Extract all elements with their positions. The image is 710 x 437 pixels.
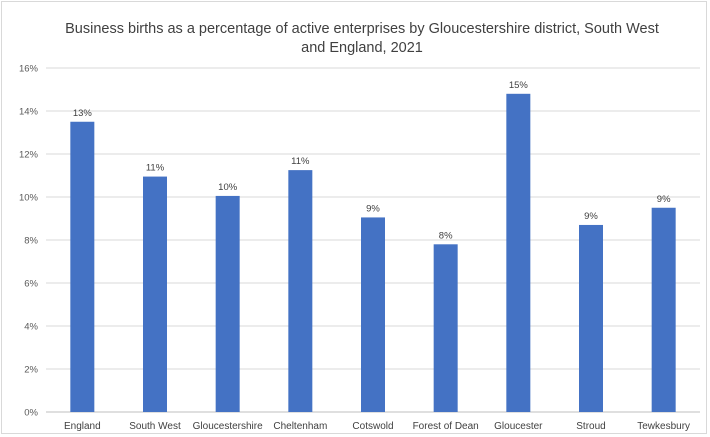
chart-title: Business births as a percentage of activ… — [65, 21, 659, 56]
x-tick-label: Stroud — [576, 421, 605, 432]
x-tick-label: Cheltenham — [273, 421, 327, 432]
x-tick-label: Forest of Dean — [413, 421, 479, 432]
bar — [579, 224, 603, 412]
data-label: 11% — [146, 163, 165, 174]
y-tick-label: 6% — [24, 279, 38, 290]
data-label: 8% — [439, 230, 453, 241]
x-tick-label: Gloucestershire — [193, 421, 263, 432]
x-tick-label: South West — [129, 421, 181, 432]
data-label: 13% — [73, 108, 93, 119]
bar — [215, 195, 240, 412]
y-tick-label: 14% — [19, 107, 39, 118]
x-tick-label: England — [64, 421, 101, 432]
y-tick-label: 16% — [19, 64, 39, 75]
y-tick-label: 10% — [19, 193, 39, 204]
bar — [506, 93, 531, 413]
y-tick-label: 2% — [24, 365, 38, 376]
data-label: 9% — [657, 194, 671, 205]
bar — [433, 244, 458, 412]
x-tick-label: Cotswold — [352, 421, 393, 432]
bar — [288, 170, 313, 412]
y-tick-label: 0% — [24, 408, 38, 419]
data-label: 9% — [584, 211, 598, 222]
y-tick-label: 4% — [24, 322, 38, 333]
y-tick-label: 12% — [19, 150, 39, 161]
data-label: 11% — [291, 156, 310, 167]
x-tick-label: Gloucester — [494, 421, 543, 432]
data-label: 15% — [509, 80, 529, 91]
data-label: 9% — [366, 203, 380, 214]
data-label: 10% — [218, 182, 238, 193]
y-tick-label: 8% — [24, 236, 38, 247]
bar — [361, 217, 385, 412]
x-tick-label: Tewkesbury — [637, 421, 690, 432]
bar — [70, 121, 95, 412]
bar — [143, 176, 167, 412]
bar — [651, 207, 676, 412]
